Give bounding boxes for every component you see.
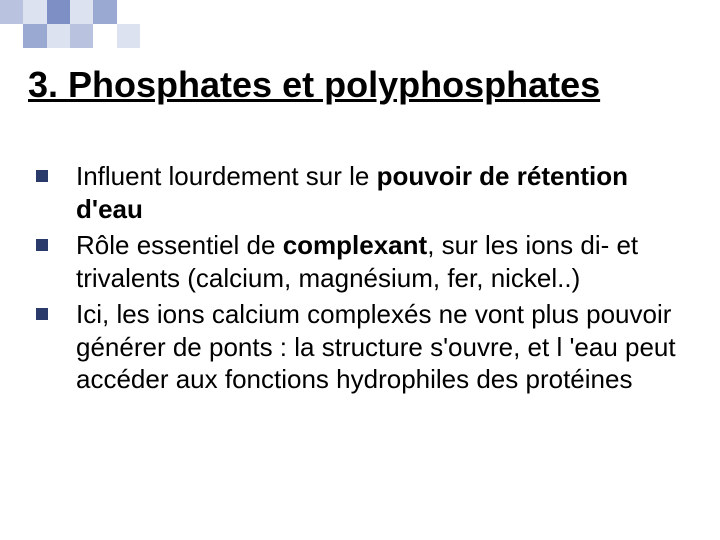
deco-square <box>0 24 23 48</box>
list-item: Rôle essentiel de complexant, sur les io… <box>36 229 684 294</box>
deco-square <box>93 0 116 24</box>
deco-square <box>47 0 70 24</box>
deco-square <box>70 24 93 48</box>
square-bullet-icon <box>36 239 48 251</box>
bullet-list: Influent lourdement sur le pouvoir de ré… <box>36 160 684 400</box>
corner-decoration <box>0 0 140 48</box>
deco-square <box>117 24 140 48</box>
deco-square <box>117 0 140 24</box>
deco-square <box>70 0 93 24</box>
deco-square <box>23 24 46 48</box>
bullet-text: Influent lourdement sur le pouvoir de ré… <box>76 160 684 225</box>
list-item: Influent lourdement sur le pouvoir de ré… <box>36 160 684 225</box>
square-bullet-icon <box>36 170 48 182</box>
deco-square <box>47 24 70 48</box>
deco-square <box>93 24 116 48</box>
deco-square <box>0 0 23 24</box>
slide-heading: 3. Phosphates et polyphosphates <box>28 64 600 106</box>
deco-square <box>23 0 46 24</box>
bullet-text: Rôle essentiel de complexant, sur les io… <box>76 229 684 294</box>
bullet-text: Ici, les ions calcium complexés ne vont … <box>76 298 684 396</box>
list-item: Ici, les ions calcium complexés ne vont … <box>36 298 684 396</box>
square-bullet-icon <box>36 308 48 320</box>
